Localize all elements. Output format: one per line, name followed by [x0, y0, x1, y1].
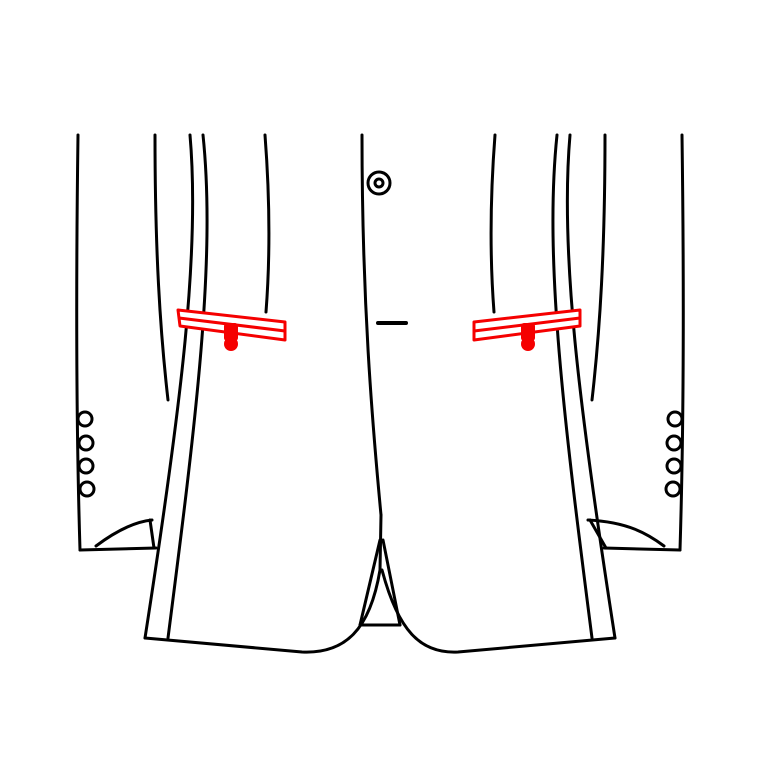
- right-side-seam-inner: [551, 133, 594, 640]
- left-side-seam-inner: [166, 133, 209, 640]
- left-sleeve-inner-edge: [153, 133, 170, 402]
- left-sleeve: [75, 133, 170, 552]
- center-front: [358, 170, 408, 627]
- left-front-edge: [360, 133, 383, 517]
- right-cuff-button-3: [665, 457, 683, 475]
- left-cuff-button-4: [78, 480, 96, 498]
- right-sleeve-hem: [602, 546, 682, 552]
- left-cuff-buttons: [76, 410, 96, 498]
- front-button-center: [373, 177, 385, 189]
- left-sleeve-hem: [78, 546, 158, 552]
- left-cuff-button-3: [77, 457, 95, 475]
- left-front-panel: [143, 133, 383, 654]
- front-button: [366, 170, 392, 196]
- right-pocket-button: [521, 337, 535, 351]
- left-cuff-button-1: [76, 410, 94, 428]
- right-hem: [380, 568, 617, 654]
- left-cuff-button-2: [77, 434, 95, 452]
- right-dart: [489, 133, 497, 314]
- center-underlap-right: [381, 538, 402, 627]
- left-sleeve-outer-edge: [75, 133, 82, 552]
- left-side-seam: [143, 133, 195, 640]
- left-cuff-vent: [94, 518, 154, 548]
- left-pocket-button: [224, 337, 238, 351]
- right-sleeve: [586, 133, 685, 552]
- right-cuff-button-4: [664, 480, 682, 498]
- right-front-panel: [380, 133, 617, 654]
- right-cuff-vent: [586, 518, 666, 548]
- right-cuff-button-1: [666, 410, 684, 428]
- right-flap-pocket: [472, 308, 582, 351]
- left-cuff-vent-line: [148, 518, 156, 550]
- right-cuff-button-2: [665, 434, 683, 452]
- left-flap-pocket: [176, 308, 287, 351]
- right-side-seam: [565, 133, 617, 640]
- right-cuff-buttons: [664, 410, 684, 498]
- left-hem: [143, 513, 383, 654]
- right-sleeve-outer-edge: [678, 133, 685, 552]
- center-underlap-left: [358, 538, 382, 627]
- left-dart: [263, 133, 271, 314]
- right-sleeve-inner-edge: [590, 133, 607, 402]
